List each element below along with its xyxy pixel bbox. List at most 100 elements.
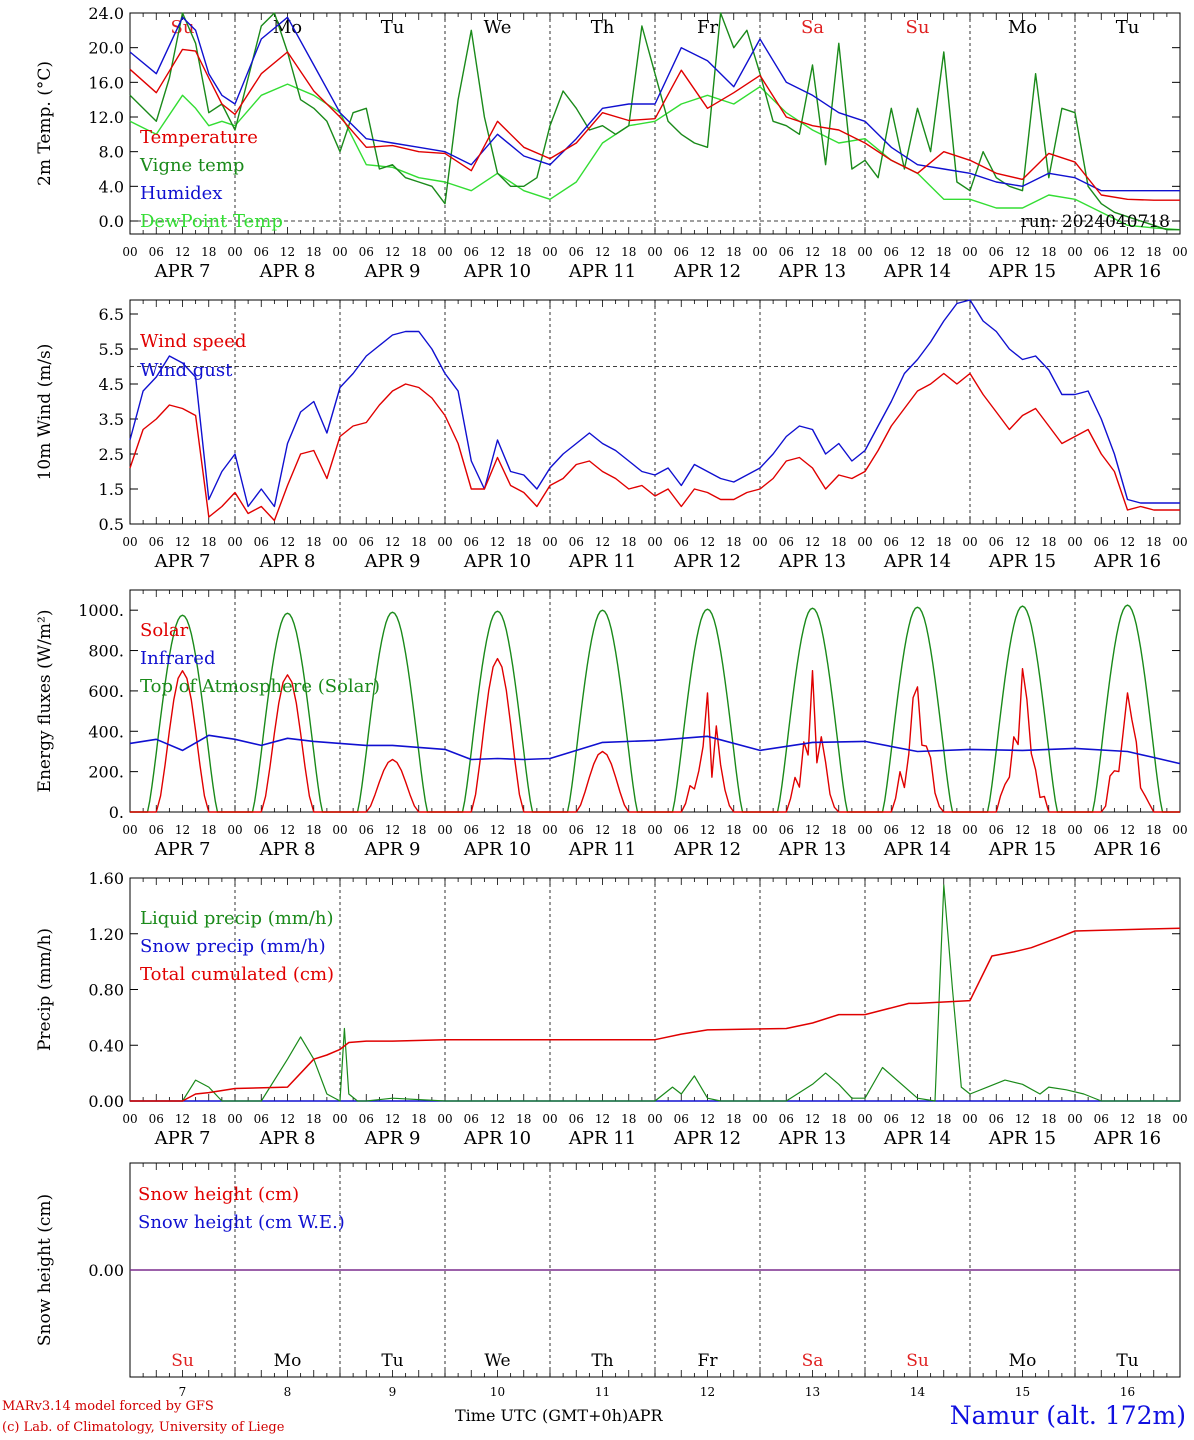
temp-series-line	[129, 16, 1180, 192]
hour-tick-label: 18	[411, 1112, 426, 1126]
hour-tick-label: 06	[359, 535, 374, 549]
hour-tick-label: 12	[1015, 823, 1030, 837]
hour-tick-label: 12	[595, 1112, 610, 1126]
temperature-ytick-label: 4.0	[99, 177, 124, 196]
energy-ytick-label: 0.	[109, 803, 124, 822]
hour-tick-label: 00	[227, 535, 242, 549]
day-date-label: APR 8	[259, 261, 316, 282]
day-date-label: APR 14	[883, 1128, 951, 1149]
hour-tick-label: 06	[254, 245, 269, 259]
hour-tick-label: 18	[726, 823, 741, 837]
hour-tick-label: 12	[805, 1112, 820, 1126]
day-date-label: APR 12	[673, 551, 741, 572]
hour-tick-label: 06	[779, 535, 794, 549]
precip-ytick-label: 0.40	[88, 1036, 124, 1055]
weekday-label-bottom: Su	[171, 1351, 194, 1371]
wind-ytick-label: 0.5	[99, 515, 124, 534]
precip-legend-entry: Total cumulated (cm)	[140, 964, 334, 985]
temperature-legend-entry: DewPoint Temp	[140, 211, 283, 232]
hour-tick-label: 18	[516, 823, 531, 837]
hour-tick-label: 18	[516, 535, 531, 549]
hour-tick-label: 00	[1172, 823, 1187, 837]
hour-tick-label: 12	[700, 535, 715, 549]
snow-legend-entry: Snow height (cm)	[138, 1184, 299, 1205]
hour-tick-label: 12	[910, 1112, 925, 1126]
hour-tick-label: 00	[647, 535, 662, 549]
day-date-label: APR 7	[154, 1128, 211, 1149]
day-date-label: APR 13	[778, 261, 846, 282]
weekday-label: Mo	[1008, 17, 1037, 38]
day-date-label: APR 15	[988, 1128, 1056, 1149]
energy-legend-entry: Top of Atmosphere (Solar)	[140, 676, 380, 697]
hour-tick-label: 00	[332, 535, 347, 549]
wind-ytick-label: 4.5	[99, 375, 124, 394]
hour-tick-label: 00	[122, 245, 137, 259]
day-number-label: 14	[910, 1385, 926, 1399]
hour-tick-label: 00	[647, 1112, 662, 1126]
hour-tick-label: 06	[254, 823, 269, 837]
day-number-label: 9	[389, 1385, 397, 1399]
energy-ytick-label: 600.	[88, 682, 124, 701]
day-date-label: APR 10	[463, 261, 531, 282]
hour-tick-label: 12	[175, 823, 190, 837]
hour-tick-label: 06	[1094, 535, 1109, 549]
hour-tick-label: 18	[831, 535, 846, 549]
hour-tick-label: 12	[1015, 245, 1030, 259]
energy-ylabel: Energy fluxes (W/m²)	[35, 610, 55, 793]
hour-tick-label: 18	[936, 245, 951, 259]
weekday-label: Tu	[381, 17, 405, 38]
hour-tick-label: 06	[989, 823, 1004, 837]
hour-tick-label: 06	[884, 535, 899, 549]
hour-tick-label: 18	[1041, 245, 1056, 259]
day-date-label: APR 10	[463, 839, 531, 860]
x-axis-title-text: Time UTC (GMT+0h)	[455, 1406, 629, 1425]
day-number-label: 12	[700, 1385, 715, 1399]
wind-ytick-label: 5.5	[99, 340, 124, 359]
hour-tick-label: 18	[621, 535, 636, 549]
day-date-label: APR 11	[568, 839, 636, 860]
hour-tick-label: 12	[1120, 823, 1135, 837]
hour-tick-label: 00	[1172, 245, 1187, 259]
energy-ytick-label: 1000.	[78, 601, 124, 620]
hour-tick-label: 12	[700, 245, 715, 259]
day-date-label: APR 8	[259, 551, 316, 572]
day-number-label: 7	[179, 1385, 187, 1399]
lab-credit: (c) Lab. of Climatology, University of L…	[2, 1420, 285, 1435]
hour-tick-label: 12	[175, 1112, 190, 1126]
wind-ytick-label: 3.5	[99, 410, 124, 429]
toa-solar-line	[130, 604, 1180, 813]
hour-tick-label: 12	[595, 245, 610, 259]
hour-tick-label: 12	[385, 535, 400, 549]
hour-tick-label: 12	[490, 1112, 505, 1126]
hour-tick-label: 12	[280, 823, 295, 837]
day-date-label: APR 14	[883, 551, 951, 572]
location-label: Namur (alt. 172m)	[949, 1401, 1186, 1430]
wind-ytick-label: 1.5	[99, 480, 124, 499]
hour-tick-label: 00	[1067, 535, 1082, 549]
hour-tick-label: 12	[805, 245, 820, 259]
hour-tick-label: 12	[1120, 245, 1135, 259]
day-date-label: APR 16	[1093, 839, 1161, 860]
hour-tick-label: 18	[1146, 823, 1161, 837]
day-date-label: APR 9	[364, 261, 421, 282]
hour-tick-label: 06	[989, 1112, 1004, 1126]
hour-tick-label: 18	[831, 1112, 846, 1126]
precip-ytick-label: 1.60	[88, 869, 124, 888]
precip-ytick-label: 0.80	[88, 981, 124, 1000]
hour-tick-label: 06	[1094, 823, 1109, 837]
hour-tick-label: 00	[122, 535, 137, 549]
hour-tick-label: 18	[411, 245, 426, 259]
day-date-label: APR 11	[568, 261, 636, 282]
hour-tick-label: 00	[962, 823, 977, 837]
temperature-ytick-label: 8.0	[99, 143, 124, 162]
day-number-label: 15	[1015, 1385, 1030, 1399]
weekday-label: Sa	[801, 17, 824, 38]
hour-tick-label: 00	[752, 535, 767, 549]
hour-tick-label: 12	[385, 1112, 400, 1126]
hour-tick-label: 18	[306, 1112, 321, 1126]
snow-legend-entry: Snow height (cm W.E.)	[138, 1212, 345, 1233]
hour-tick-label: 06	[674, 823, 689, 837]
hour-tick-label: 18	[516, 245, 531, 259]
hour-tick-label: 18	[201, 535, 216, 549]
hour-tick-label: 00	[332, 823, 347, 837]
